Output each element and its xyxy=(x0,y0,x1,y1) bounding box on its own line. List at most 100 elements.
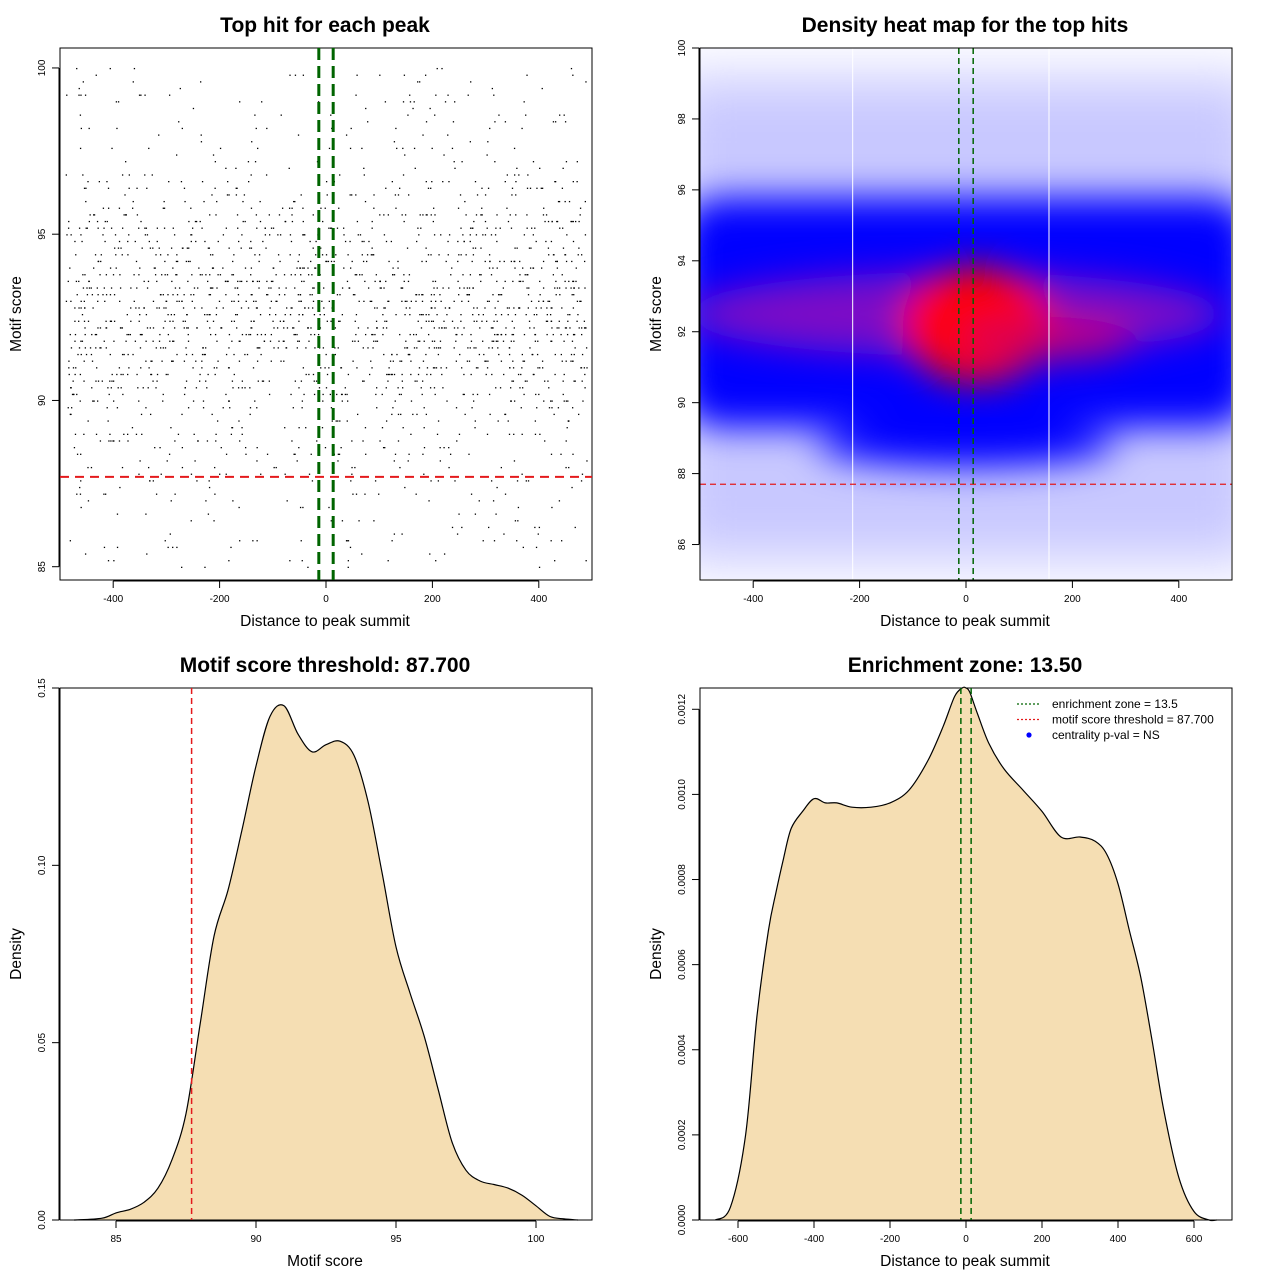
scatter-point xyxy=(121,227,124,229)
scatter-point xyxy=(84,307,86,309)
scatter-point xyxy=(373,340,375,342)
scatter-point xyxy=(555,280,557,283)
scatter-point xyxy=(90,466,93,469)
scatter-point xyxy=(316,440,318,442)
scatter-point xyxy=(495,340,498,342)
scatter-point xyxy=(265,174,268,176)
scatter-point xyxy=(199,373,201,376)
scatter-point xyxy=(320,247,322,249)
scatter-point xyxy=(442,287,444,289)
scatter-point xyxy=(510,260,513,263)
scatter-point xyxy=(251,141,253,143)
scatter-point xyxy=(486,227,488,229)
scatter-point xyxy=(262,240,264,243)
scatter-point xyxy=(242,220,244,223)
scatter-point xyxy=(513,433,515,435)
scatter-point xyxy=(185,347,187,349)
scatter-point xyxy=(313,380,315,382)
scatter-point xyxy=(392,407,394,409)
scatter-point xyxy=(499,260,501,263)
scatter-point xyxy=(575,280,577,283)
scatter-point xyxy=(521,353,524,356)
scatter-point xyxy=(322,220,324,223)
scatter-point xyxy=(67,407,69,409)
scatter-point xyxy=(447,240,449,243)
scatter-point xyxy=(380,287,382,289)
scatter-point xyxy=(544,220,546,223)
scatter-point xyxy=(430,373,432,376)
scatter-point xyxy=(88,287,91,289)
scatter-point xyxy=(350,127,352,130)
scatter-point xyxy=(259,314,262,316)
scatter-point xyxy=(391,353,393,356)
scatter-point xyxy=(82,287,85,289)
scatter-point xyxy=(435,94,437,96)
scatter-point xyxy=(407,460,409,462)
scatter-point xyxy=(559,294,561,296)
scatter-point xyxy=(290,240,293,243)
scatter-point xyxy=(143,280,145,283)
scatter-point xyxy=(164,347,167,349)
scatter-point xyxy=(231,300,233,302)
scatter-point xyxy=(220,327,222,329)
scatter-point xyxy=(509,214,511,216)
scatter-point xyxy=(108,393,110,396)
scatter-point xyxy=(269,340,272,342)
scatter-point xyxy=(511,380,513,382)
scatter-point xyxy=(491,87,494,90)
scatter-point xyxy=(302,74,305,76)
scatter-point xyxy=(510,400,512,402)
scatter-point xyxy=(217,360,219,362)
scatter-point xyxy=(212,267,215,269)
scatter-point xyxy=(542,214,545,216)
scatter-point xyxy=(230,433,233,435)
scatter-point xyxy=(109,67,111,70)
scatter-point xyxy=(217,240,219,243)
scatter-point xyxy=(373,520,375,522)
scatter-point xyxy=(241,433,243,435)
scatter-point xyxy=(472,393,474,396)
scatter-point xyxy=(441,67,443,70)
scatter-point xyxy=(516,540,518,542)
scatter-point xyxy=(195,240,197,243)
scatter-point xyxy=(102,234,104,236)
y-tick-label: 90 xyxy=(677,397,688,409)
scatter-point xyxy=(514,267,516,269)
scatter-point xyxy=(375,327,378,329)
scatter-point xyxy=(290,393,292,396)
scatter-point xyxy=(426,214,428,216)
scatter-point xyxy=(208,247,211,249)
scatter-point xyxy=(181,300,183,302)
scatter-point xyxy=(469,240,471,243)
scatter-point xyxy=(351,194,353,196)
scatter-point xyxy=(71,393,74,396)
scatter-point xyxy=(162,400,164,402)
scatter-point xyxy=(167,254,169,256)
scatter-point xyxy=(150,360,152,362)
scatter-point xyxy=(233,254,235,256)
scatter-point xyxy=(294,453,296,455)
scatter-point xyxy=(289,254,291,256)
scatter-point xyxy=(79,493,82,495)
scatter-point xyxy=(347,540,350,542)
scatter-point xyxy=(521,473,523,475)
scatter-point xyxy=(96,220,99,223)
scatter-point xyxy=(490,480,493,482)
x-axis-label: Motif score xyxy=(287,1253,363,1270)
scatter-point xyxy=(467,300,470,302)
scatter-point xyxy=(199,220,201,223)
scatter-point xyxy=(544,440,546,442)
scatter-point xyxy=(191,227,194,229)
scatter-point xyxy=(371,227,373,229)
scatter-point xyxy=(364,493,366,495)
scatter-point xyxy=(257,380,259,382)
scatter-point xyxy=(538,526,541,529)
scatter-point xyxy=(288,207,291,209)
scatter-point xyxy=(170,314,172,316)
scatter-point xyxy=(561,360,563,362)
scatter-point xyxy=(172,340,174,342)
scatter-point xyxy=(428,314,430,316)
scatter-point xyxy=(529,347,531,349)
scatter-point xyxy=(280,360,282,362)
scatter-point xyxy=(108,440,110,442)
